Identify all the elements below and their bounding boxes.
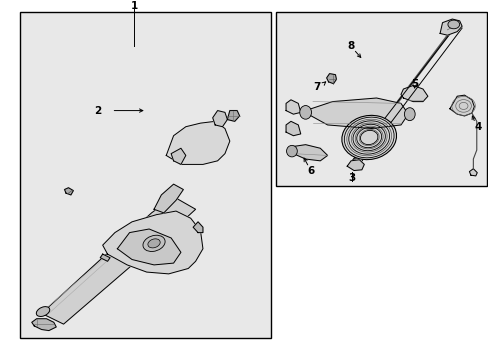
- Polygon shape: [166, 121, 229, 165]
- Polygon shape: [285, 121, 300, 136]
- Polygon shape: [171, 148, 185, 165]
- Ellipse shape: [299, 105, 311, 119]
- Polygon shape: [41, 197, 195, 324]
- Polygon shape: [227, 111, 239, 121]
- Circle shape: [447, 20, 459, 29]
- Polygon shape: [305, 98, 407, 129]
- Text: 2: 2: [94, 105, 101, 116]
- Bar: [20, 12, 271, 338]
- Polygon shape: [212, 111, 227, 127]
- Text: 5: 5: [410, 79, 417, 89]
- Polygon shape: [400, 85, 427, 102]
- Ellipse shape: [404, 108, 414, 121]
- Polygon shape: [117, 229, 181, 265]
- Ellipse shape: [147, 239, 160, 248]
- Polygon shape: [193, 222, 203, 233]
- Text: 7: 7: [312, 81, 320, 91]
- Text: 4: 4: [473, 122, 481, 132]
- Polygon shape: [285, 100, 300, 114]
- Ellipse shape: [36, 307, 50, 316]
- Polygon shape: [100, 254, 110, 261]
- Polygon shape: [449, 95, 473, 116]
- Ellipse shape: [142, 235, 165, 252]
- Polygon shape: [439, 19, 461, 35]
- Text: 3: 3: [348, 173, 355, 183]
- Polygon shape: [346, 160, 364, 171]
- Polygon shape: [290, 145, 327, 161]
- Polygon shape: [102, 211, 203, 274]
- Polygon shape: [64, 188, 73, 195]
- Polygon shape: [154, 184, 183, 213]
- Text: 6: 6: [307, 166, 314, 176]
- Ellipse shape: [286, 145, 297, 157]
- Ellipse shape: [341, 115, 396, 159]
- Text: 1: 1: [131, 1, 138, 11]
- Bar: [276, 12, 486, 186]
- Text: 8: 8: [347, 41, 354, 51]
- Polygon shape: [468, 169, 476, 176]
- Polygon shape: [32, 319, 56, 330]
- Polygon shape: [326, 73, 336, 84]
